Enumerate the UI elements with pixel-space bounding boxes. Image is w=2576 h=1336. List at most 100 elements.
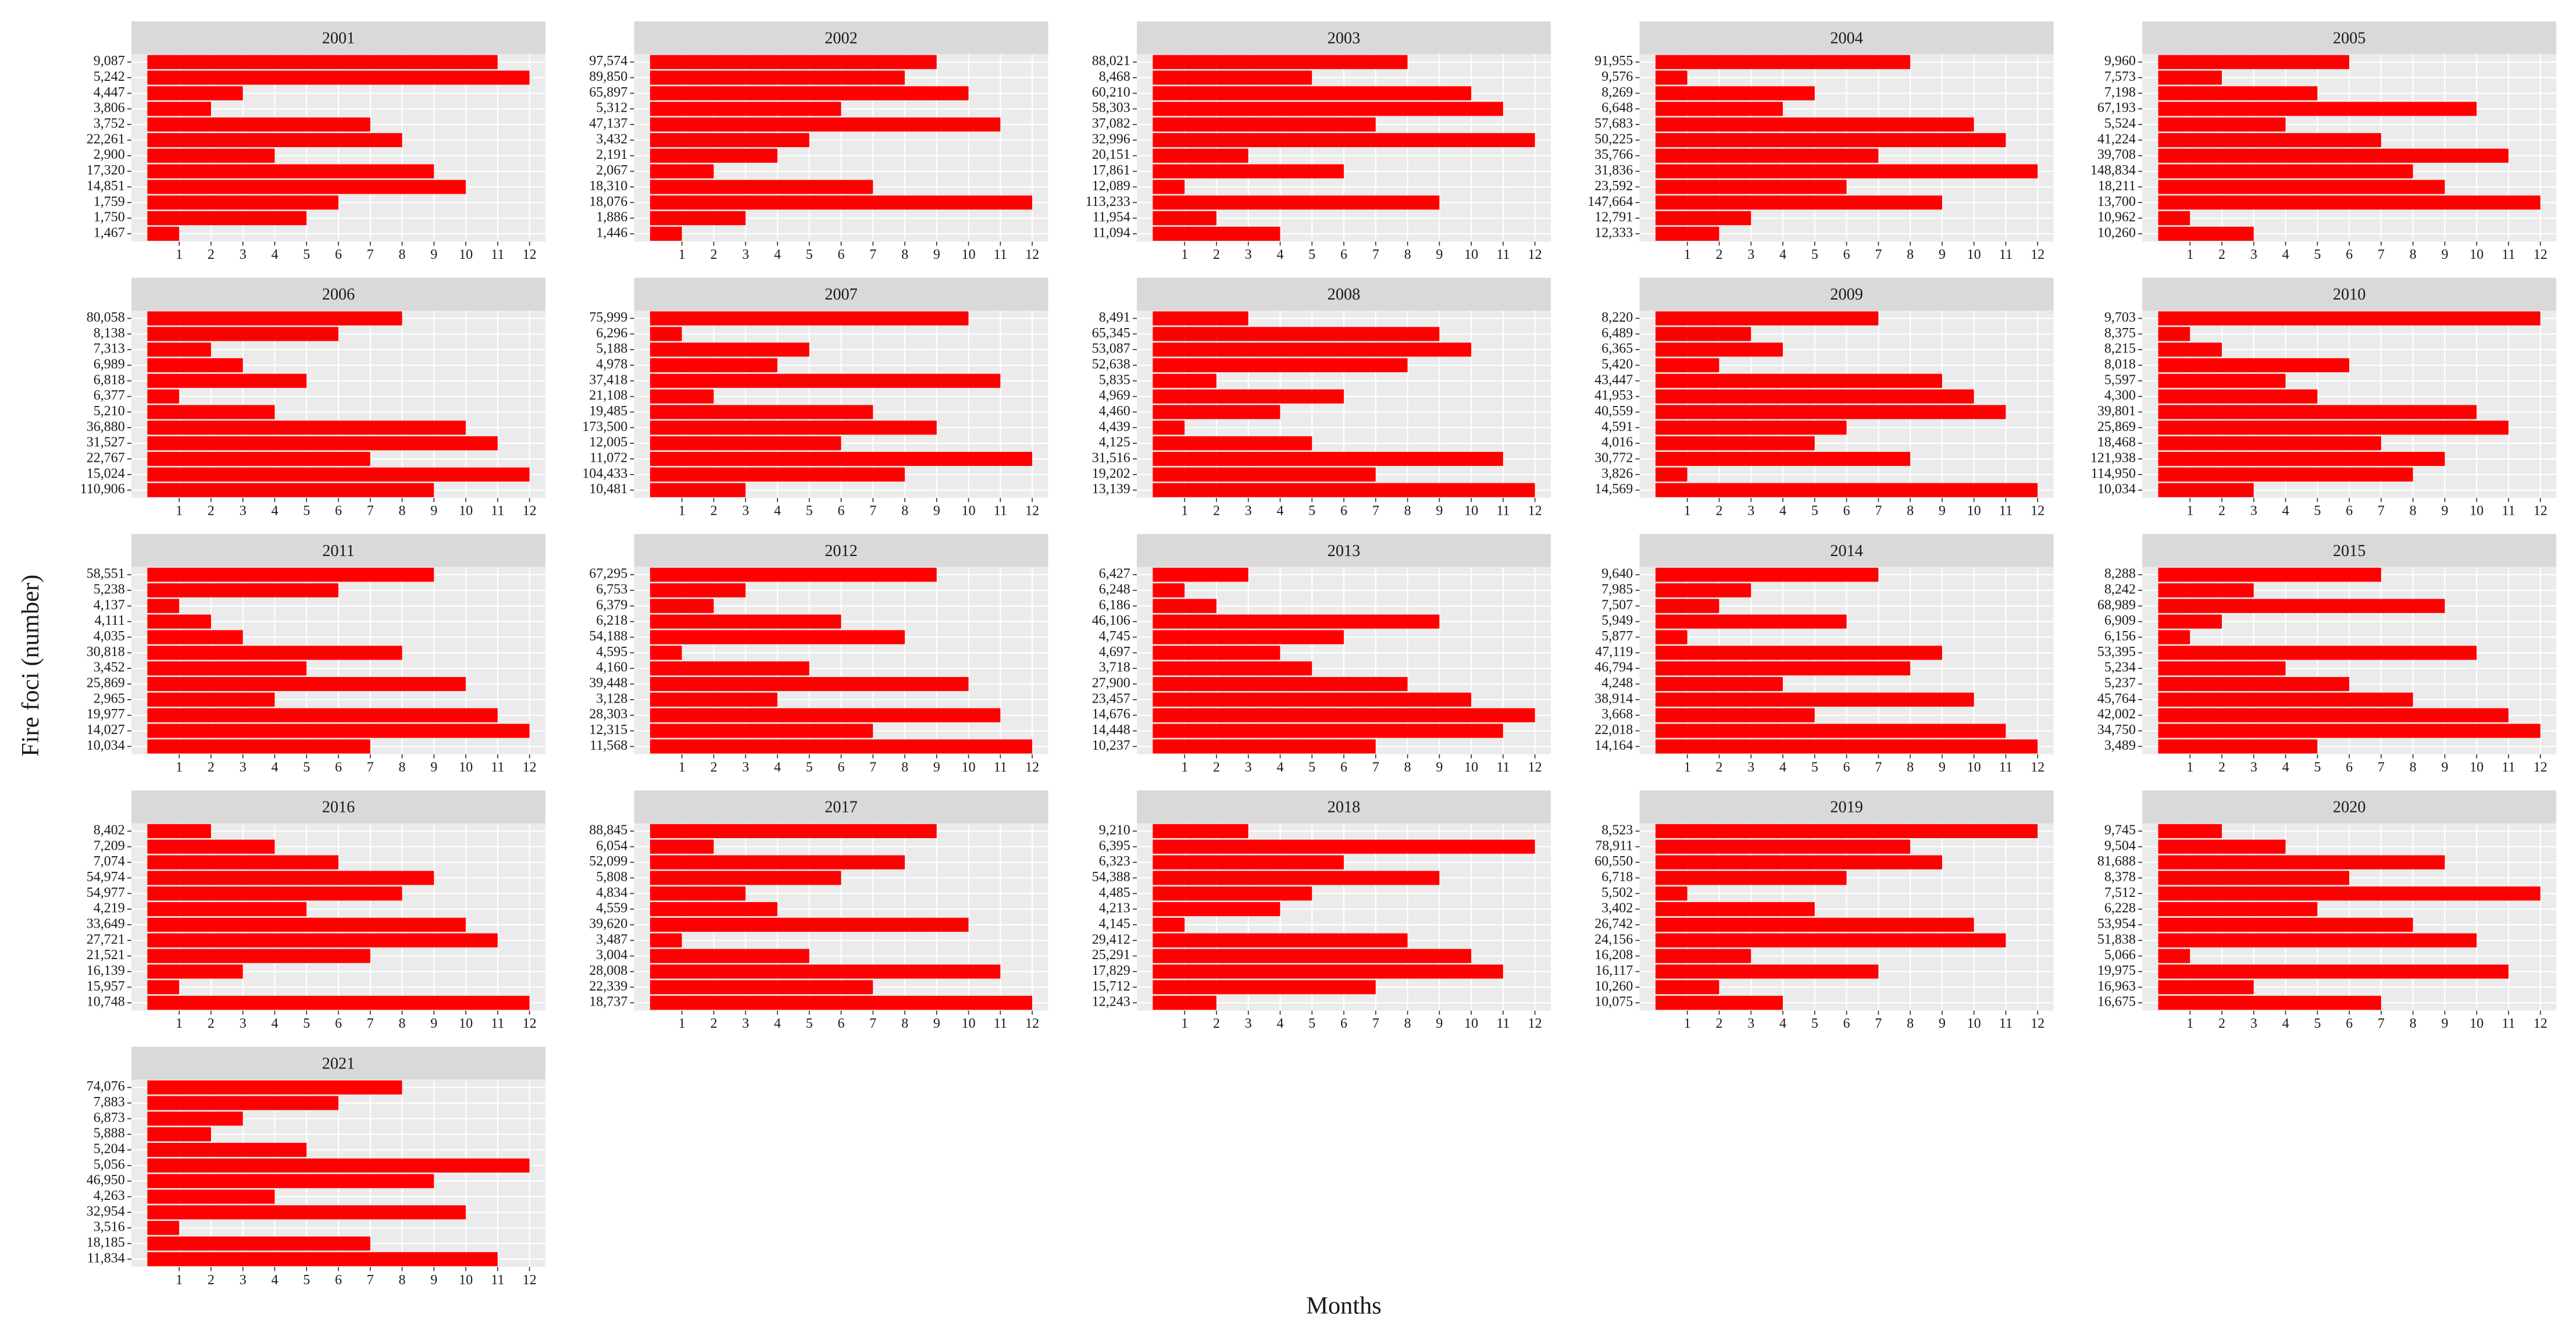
bar [1153,180,1185,194]
x-tick-label: 7 [2378,760,2385,775]
bar [1655,739,2038,754]
x-tick-label: 12 [1528,760,1542,775]
x-tick-label: 10 [1967,760,1981,775]
y-tick-label: 17,320 [87,163,125,178]
x-tick-label: 7 [869,247,876,262]
y-tick-label: 11,834 [87,1251,125,1266]
bar [1655,871,1847,885]
bar [1153,195,1440,210]
y-tick-label: 9,703 [2104,310,2136,325]
x-tick-label: 1 [679,247,686,262]
bar [147,311,402,326]
x-tick-label: 12 [1025,504,1039,519]
bar [650,598,714,613]
bar [147,389,180,404]
bar [650,630,905,644]
x-tick-label: 4 [1779,247,1786,262]
bar [147,117,370,132]
y-tick-label: 7,512 [2104,885,2136,900]
y-tick-label: 42,002 [2097,707,2136,722]
bar [1153,949,1472,963]
y-tick-label: 3,516 [94,1220,125,1235]
x-tick-label: 7 [367,1016,374,1031]
bar [147,964,243,979]
y-tick-label: 10,260 [2097,225,2136,240]
bar [1655,614,1847,629]
y-tick-label: 30,772 [1594,451,1633,466]
bar [147,933,498,947]
y-tick-label: 16,963 [2097,979,2136,994]
bar [650,195,1033,210]
x-tick-label: 8 [1907,1016,1914,1031]
y-tick-label: 5,066 [2104,947,2136,963]
bar [2158,451,2445,466]
x-tick-label: 2 [1213,504,1220,519]
x-tick-label: 10 [1464,760,1478,775]
y-tick-label: 4,745 [1099,629,1130,644]
bar [2158,708,2509,722]
bar [1153,583,1185,598]
x-tick-label: 8 [2410,1016,2417,1031]
x-tick-label: 5 [806,504,813,519]
bar [2158,583,2254,598]
bar [650,568,937,582]
y-tick-label: 14,676 [1092,707,1130,722]
x-tick-label: 1 [679,1016,686,1031]
bar [1153,980,1376,995]
x-tick-label: 4 [271,760,278,775]
y-tick-label: 12,089 [1092,179,1130,194]
y-tick-label: 47,119 [1595,644,1633,660]
y-tick-label: 6,365 [1601,341,1633,357]
x-tick-label: 12 [523,1016,537,1031]
y-tick-label: 16,139 [87,963,125,978]
y-tick-label: 10,034 [2097,482,2136,497]
y-tick-label: 4,219 [94,901,125,916]
strip [131,277,545,311]
facet-title: 2020 [2333,799,2366,817]
bar [147,180,466,194]
strip [1639,277,2054,311]
y-tick-label: 18,211 [2098,179,2136,194]
x-tick-label: 12 [523,504,537,519]
bar [2158,226,2254,241]
x-tick-label: 10 [459,504,473,519]
y-tick-label: 110,906 [80,482,125,497]
y-tick-label: 21,521 [87,947,125,963]
x-tick-label: 12 [2031,504,2045,519]
y-tick-label: 11,072 [590,451,627,466]
x-tick-label: 9 [2441,760,2448,775]
x-tick-label: 7 [869,1016,876,1031]
y-tick-label: 29,412 [1092,932,1130,947]
x-tick-label: 5 [2314,1016,2321,1031]
y-tick-label: 89,850 [589,69,627,84]
x-tick-label: 3 [1747,760,1754,775]
x-tick-label: 12 [2534,504,2548,519]
x-tick-label: 6 [2346,760,2353,775]
x-tick-label: 6 [1340,504,1347,519]
bar [650,421,937,435]
y-tick-label: 4,125 [1099,435,1130,450]
y-tick-label: 12,315 [589,722,627,738]
bar [2158,164,2413,179]
bar [147,871,434,885]
strip [2142,790,2557,824]
bar [650,886,746,901]
y-tick-label: 25,291 [1092,947,1130,963]
bar [650,164,714,179]
y-tick-label: 4,016 [1601,435,1633,450]
bar [1153,389,1344,404]
bar [650,483,746,497]
bar [1153,902,1280,917]
x-tick-label: 12 [2031,1016,2045,1031]
y-tick-label: 88,845 [589,822,627,838]
bar [147,148,275,163]
y-tick-label: 50,225 [1594,131,1633,147]
x-tick-label: 5 [303,760,310,775]
x-tick-label: 11 [1496,1016,1510,1031]
bar [1655,180,1847,194]
strip [2142,277,2557,311]
bar [1655,211,1751,226]
x-tick-label: 9 [430,760,437,775]
bar [1153,824,1248,838]
x-tick-label: 9 [1939,504,1946,519]
